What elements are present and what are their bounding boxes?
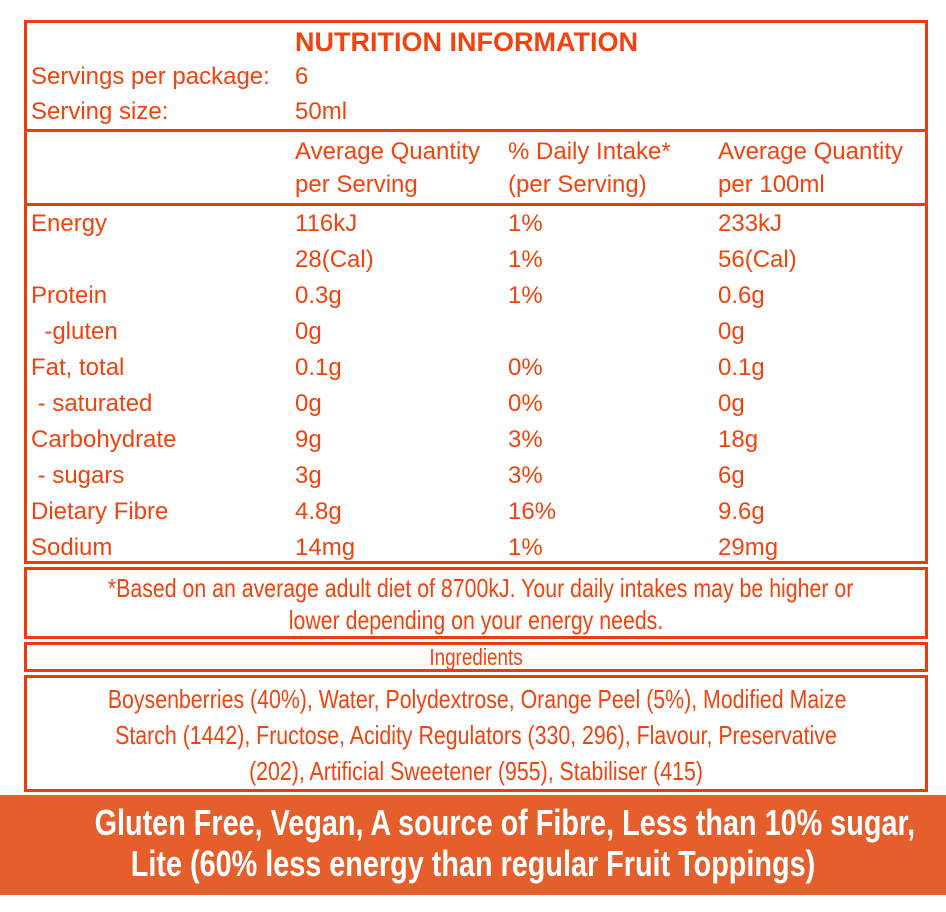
- col-daily-intake-header: % Daily Intake*: [508, 138, 671, 165]
- nutrient-label: Energy: [31, 210, 108, 237]
- nutrient-rows: Energy 116kJ 1% 233kJ 28(Cal) 1% 56(Cal)…: [27, 206, 925, 566]
- nutrition-panel: NUTRITION INFORMATION Servings per packa…: [24, 20, 928, 792]
- daily-intake-footnote-box: *Based on an average adult diet of 8700k…: [24, 567, 928, 639]
- servings-per-package-label: Servings per package:: [31, 63, 270, 90]
- value-per-100ml: 0.1g: [718, 354, 765, 381]
- ingredients-line-1: Boysenberries (40%), Water, Polydextrose…: [107, 684, 847, 714]
- value-per-serving: 3g: [295, 462, 322, 489]
- value-per-serving: 0g: [295, 318, 322, 345]
- nutrient-label: Protein: [31, 282, 108, 309]
- nutrient-label: Sodium: [31, 534, 113, 561]
- claims-banner-text: Gluten Free, Vegan, A source of Fibre, L…: [94, 802, 916, 884]
- value-per-100ml: 29mg: [718, 534, 779, 561]
- nutrition-table-box: NUTRITION INFORMATION Servings per packa…: [24, 20, 928, 564]
- value-per-serving: 9g: [295, 426, 322, 453]
- value-per-100ml: 18g: [718, 426, 759, 453]
- value-per-serving: 28(Cal): [295, 246, 374, 273]
- value-per-100ml: 0.6g: [718, 282, 765, 309]
- table-row-dietary-fibre: Dietary Fibre 4.8g 16% 9.6g: [27, 494, 925, 530]
- column-headers-line1: Average Quantity % Daily Intake* Average…: [27, 135, 925, 168]
- nutrient-label: -gluten: [31, 318, 118, 345]
- footnote-line-2: lower depending on your energy needs.: [288, 605, 664, 635]
- separator-line: [27, 129, 925, 132]
- empty-header-cell: [27, 135, 295, 168]
- value-per-100ml: 9.6g: [718, 498, 765, 525]
- nutrient-label: - sugars: [31, 462, 125, 489]
- ingredients-heading-box: Ingredients: [24, 642, 928, 672]
- value-daily-intake: 16%: [508, 498, 557, 525]
- value-daily-intake: 3%: [508, 426, 543, 453]
- value-per-100ml: 0g: [718, 390, 745, 417]
- nutrient-label: Dietary Fibre: [31, 498, 169, 525]
- ingredients-line-2: Starch (1442), Fructose, Acidity Regulat…: [115, 720, 837, 750]
- column-headers: Average Quantity % Daily Intake* Average…: [27, 132, 925, 203]
- column-headers-line2: per Serving (per Serving) per 100ml: [27, 168, 925, 201]
- serving-size-value: 50ml: [295, 98, 348, 125]
- separator-line: [27, 203, 925, 206]
- table-row-carbohydrate: Carbohydrate 9g 3% 18g: [27, 422, 925, 458]
- servings-per-package-row: Servings per package: 6: [27, 59, 925, 94]
- value-daily-intake: 1%: [508, 210, 543, 237]
- nutrient-label: [27, 242, 295, 278]
- col-per-100ml-header-sub: per 100ml: [718, 171, 825, 198]
- value-per-100ml: 233kJ: [718, 210, 783, 237]
- value-per-100ml: 0g: [718, 318, 745, 345]
- claims-line-2: Lite (60% less energy than regular Fruit…: [130, 843, 816, 884]
- value-per-serving: 0.3g: [295, 282, 342, 309]
- panel-title: NUTRITION INFORMATION: [295, 27, 638, 57]
- ingredients-list-box: Boysenberries (40%), Water, Polydextrose…: [24, 675, 928, 792]
- col-per-serving-header: Average Quantity: [295, 138, 481, 165]
- value-per-serving: 14mg: [295, 534, 356, 561]
- col-daily-intake-header-sub: (per Serving): [508, 171, 647, 198]
- value-per-100ml: 56(Cal): [718, 246, 797, 273]
- empty-header-cell: [27, 168, 295, 201]
- value-per-serving: 116kJ: [295, 210, 358, 237]
- claims-line-1: Gluten Free, Vegan, A source of Fibre, L…: [94, 802, 916, 843]
- value-daily-intake: 0%: [508, 354, 543, 381]
- table-row-saturated: - saturated 0g 0% 0g: [27, 386, 925, 422]
- value-per-serving: 0.1g: [295, 354, 342, 381]
- col-per-serving-header-sub: per Serving: [295, 171, 418, 198]
- ingredients-list: Boysenberries (40%), Water, Polydextrose…: [107, 678, 847, 789]
- table-row-sodium: Sodium 14mg 1% 29mg: [27, 530, 925, 566]
- value-daily-intake: 1%: [508, 282, 543, 309]
- claims-banner: Gluten Free, Vegan, A source of Fibre, L…: [0, 795, 946, 895]
- nutrient-label: Carbohydrate: [31, 426, 177, 453]
- ingredients-heading: Ingredients: [429, 644, 523, 670]
- serving-size-label: Serving size:: [31, 98, 169, 125]
- value-per-serving: 4.8g: [295, 498, 342, 525]
- col-per-100ml-header: Average Quantity: [718, 138, 904, 165]
- value-daily-intake: 0%: [508, 390, 543, 417]
- value-daily-intake: 3%: [508, 462, 543, 489]
- value-daily-intake: [508, 314, 718, 350]
- table-row-gluten: -gluten 0g 0g: [27, 314, 925, 350]
- daily-intake-footnote: *Based on an average adult diet of 8700k…: [107, 570, 854, 636]
- table-row-energy: Energy 116kJ 1% 233kJ: [27, 206, 925, 242]
- value-per-serving: 0g: [295, 390, 322, 417]
- ingredients-line-3: (202), Artificial Sweetener (955), Stabi…: [249, 756, 703, 786]
- value-per-100ml: 6g: [718, 462, 745, 489]
- value-daily-intake: 1%: [508, 534, 543, 561]
- table-row-protein: Protein 0.3g 1% 0.6g: [27, 278, 925, 314]
- serving-size-row: Serving size: 50ml: [27, 94, 925, 129]
- nutrient-label: - saturated: [31, 390, 153, 417]
- table-row-fat-total: Fat, total 0.1g 0% 0.1g: [27, 350, 925, 386]
- table-row-energy-cal: 28(Cal) 1% 56(Cal): [27, 242, 925, 278]
- value-daily-intake: 1%: [508, 246, 543, 273]
- footnote-line-1: *Based on an average adult diet of 8700k…: [107, 573, 854, 603]
- nutrient-label: Fat, total: [31, 354, 125, 381]
- table-row-sugars: - sugars 3g 3% 6g: [27, 458, 925, 494]
- servings-per-package-value: 6: [295, 63, 309, 90]
